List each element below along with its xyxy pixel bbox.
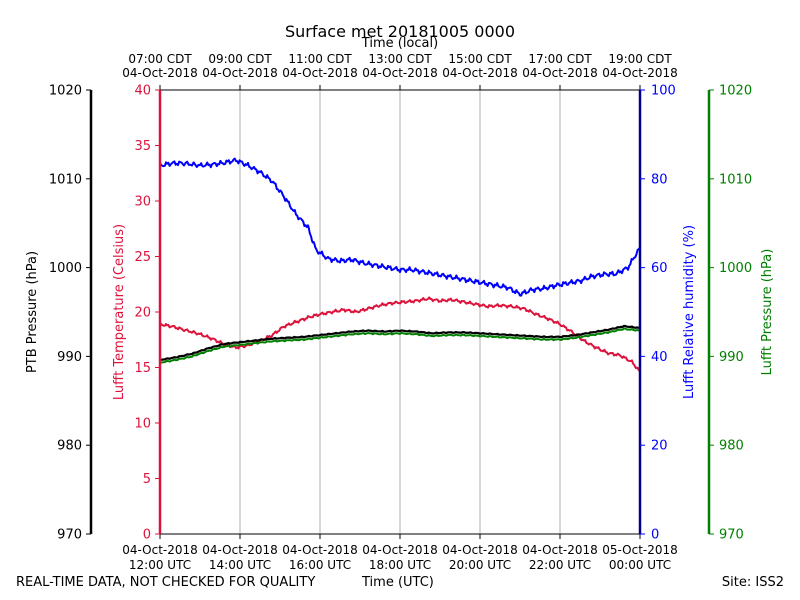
- series-lines: [159, 157, 641, 373]
- top-tick-time: 11:00 CDT: [288, 52, 352, 66]
- lufft-pressure-tick-label: 1010: [719, 172, 752, 187]
- ptb-pressure-tick-label: 1010: [49, 172, 82, 187]
- humidity-tick-label: 40: [651, 350, 668, 365]
- vertical-gridlines: [239, 90, 561, 534]
- x-tick-time: 18:00 UTC: [369, 558, 431, 572]
- x-tick-time: 22:00 UTC: [529, 558, 591, 572]
- temperature-axis-label: Lufft Temperature (Celsius): [112, 224, 127, 400]
- x-tick-date: 04-Oct-2018: [362, 543, 438, 557]
- x-tick-date: 04-Oct-2018: [442, 543, 518, 557]
- ptb-pressure-tick-label: 970: [57, 528, 82, 543]
- ptb-pressure-tick-label: 990: [57, 350, 82, 365]
- x-tick-date: 05-Oct-2018: [602, 543, 678, 557]
- top-tick-time: 19:00 CDT: [608, 52, 672, 66]
- humidity-tick-label: 80: [651, 172, 668, 187]
- x-tick-date: 04-Oct-2018: [122, 543, 198, 557]
- lufft-pressure-tick-label: 980: [719, 439, 744, 454]
- quality-disclaimer: REAL-TIME DATA, NOT CHECKED FOR QUALITY: [16, 575, 316, 590]
- series-line-humidity: [159, 157, 641, 297]
- humidity-tick-label: 20: [651, 439, 668, 454]
- ptb-pressure-tick-label: 980: [57, 439, 82, 454]
- top-tick-date: 04-Oct-2018: [122, 66, 198, 80]
- temperature-tick-label: 0: [143, 528, 151, 543]
- humidity-axis-label: Lufft Relative humidity (%): [682, 225, 697, 399]
- lufft-pressure-tick-label: 990: [719, 350, 744, 365]
- top-tick-date: 04-Oct-2018: [202, 66, 278, 80]
- ptb-pressure-tick-label: 1000: [49, 261, 82, 276]
- ptb-pressure-tick-label: 1020: [49, 84, 82, 99]
- top-tick-date: 04-Oct-2018: [522, 66, 598, 80]
- top-tick-time: 17:00 CDT: [528, 52, 592, 66]
- temperature-tick-label: 25: [134, 250, 151, 265]
- temperature-tick-label: 10: [134, 417, 151, 432]
- ptb-pressure-axis-label: PTB Pressure (hPa): [25, 251, 40, 373]
- lufft-pressure-axis-label: Lufft Pressure (hPa): [760, 249, 775, 376]
- series-line-temperature: [159, 296, 641, 373]
- top-tick-date: 04-Oct-2018: [282, 66, 358, 80]
- temperature-tick-label: 5: [143, 472, 151, 487]
- top-axis-label: Time (local): [361, 36, 438, 51]
- x-tick-time: 14:00 UTC: [209, 558, 271, 572]
- temperature-tick-label: 15: [134, 361, 151, 376]
- top-tick-time: 07:00 CDT: [128, 52, 192, 66]
- x-tick-time: 20:00 UTC: [449, 558, 511, 572]
- lufft-pressure-tick-label: 970: [719, 528, 744, 543]
- x-tick-time: 16:00 UTC: [289, 558, 351, 572]
- lufft-pressure-tick-label: 1000: [719, 261, 752, 276]
- site-label: Site: ISS2: [721, 575, 784, 590]
- temperature-tick-label: 35: [134, 139, 151, 154]
- series-line-lufft_pressure: [159, 327, 641, 364]
- top-tick-date: 04-Oct-2018: [362, 66, 438, 80]
- lufft-pressure-tick-label: 1020: [719, 84, 752, 99]
- x-tick-date: 04-Oct-2018: [522, 543, 598, 557]
- top-tick-date: 04-Oct-2018: [602, 66, 678, 80]
- top-tick-date: 04-Oct-2018: [442, 66, 518, 80]
- series-line-ptb_pressure: [159, 324, 641, 361]
- x-tick-date: 04-Oct-2018: [282, 543, 358, 557]
- humidity-tick-label: 60: [651, 261, 668, 276]
- humidity-tick-label: 100: [651, 84, 676, 99]
- temperature-tick-label: 30: [134, 195, 151, 210]
- top-tick-time: 09:00 CDT: [208, 52, 272, 66]
- top-tick-time: 15:00 CDT: [448, 52, 512, 66]
- x-axis-label: Time (UTC): [362, 575, 434, 590]
- x-tick-time: 12:00 UTC: [129, 558, 191, 572]
- x-tick-date: 04-Oct-2018: [202, 543, 278, 557]
- top-tick-time: 13:00 CDT: [368, 52, 432, 66]
- chart-title: Surface met 20181005 0000: [285, 22, 515, 41]
- temperature-tick-label: 40: [134, 84, 151, 99]
- humidity-tick-label: 0: [651, 528, 659, 543]
- x-tick-time: 00:00 UTC: [609, 558, 671, 572]
- temperature-tick-label: 20: [134, 306, 151, 321]
